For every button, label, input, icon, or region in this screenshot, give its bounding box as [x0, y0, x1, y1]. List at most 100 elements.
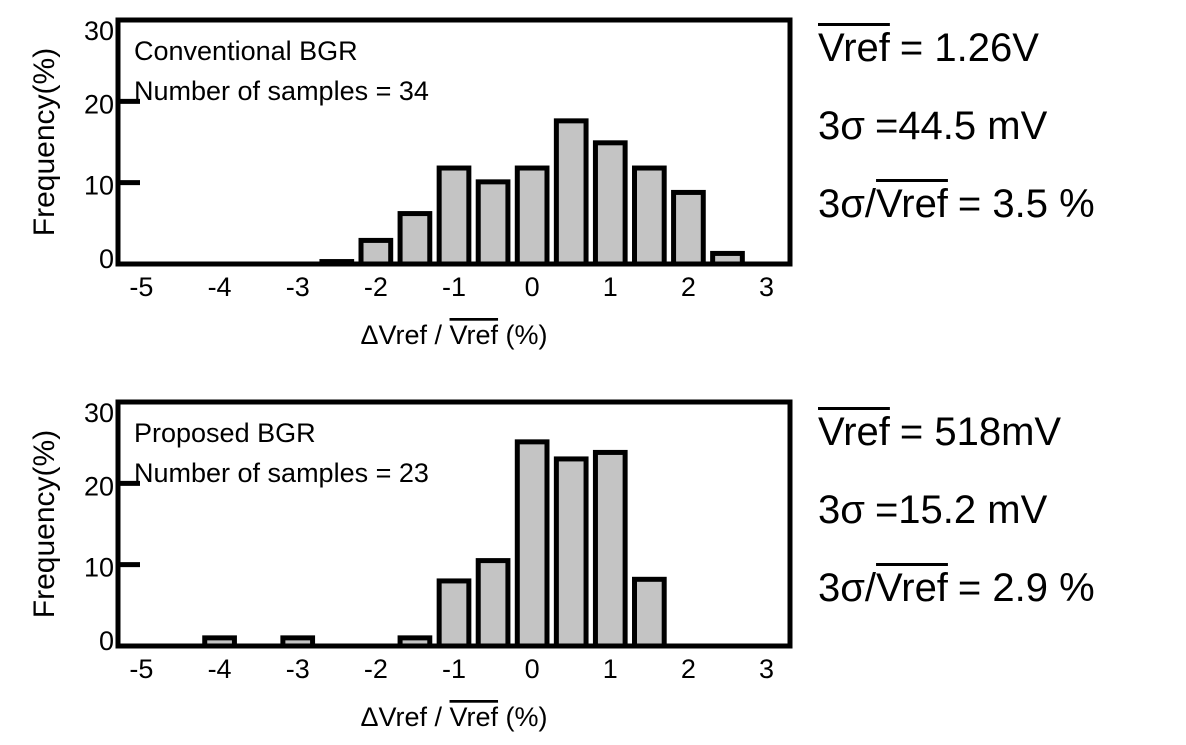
histogram-bar [632, 576, 667, 649]
x-axis-label-part: Δ [360, 702, 378, 732]
y-tick-label: 10 [84, 553, 114, 583]
stats-proposed: Vref = 518mV 3σ =15.2 mV 3σ/Vref = 2.9 % [818, 412, 1095, 646]
x-tick-label: -4 [208, 654, 232, 684]
sigma-ratio-den: Vref [876, 182, 948, 226]
three-sigma-label: 3σ [818, 104, 865, 148]
mean-vref-value: = 518mV [899, 410, 1062, 454]
x-axis-label: ΔVref / Vref (%) [360, 702, 547, 732]
x-tick-label: 0 [525, 272, 540, 302]
histogram-bar [165, 262, 196, 264]
sigma-ratio-line: 3σ/Vref = 3.5 % [818, 184, 1095, 262]
x-tick-label: -3 [286, 654, 310, 684]
x-tick-label: 2 [681, 272, 696, 302]
histogram-bar [553, 456, 589, 649]
sigma-ratio-label: 3σ/ [818, 566, 877, 610]
sigma-ratio-line: 3σ/Vref = 2.9 % [818, 568, 1095, 646]
x-axis-label-part: (%) [498, 702, 548, 732]
x-tick-label: 1 [603, 654, 618, 684]
histogram-bar [592, 449, 628, 649]
x-tick-label: -2 [364, 272, 388, 302]
y-axis-label: Frequency(%) [28, 430, 61, 618]
three-sigma-value: =15.2 mV [874, 488, 1048, 532]
mean-vref-symbol: Vref [818, 410, 890, 454]
histogram-bar [361, 644, 391, 646]
x-axis-label-part: Vref [379, 702, 428, 732]
three-sigma-label: 3σ [818, 488, 865, 532]
x-tick-label: -2 [364, 654, 388, 684]
histogram-bar [282, 262, 313, 264]
histogram-bar [592, 140, 628, 267]
mean-vref-line: Vref = 1.26V [818, 28, 1095, 106]
mean-vref-symbol: Vref [818, 26, 890, 70]
three-sigma-value: =44.5 mV [874, 104, 1048, 148]
x-axis-label-part: (%) [498, 320, 548, 350]
histogram-bar [475, 558, 511, 649]
three-sigma-line: 3σ =44.5 mV [818, 106, 1095, 184]
x-axis-label: ΔVref / Vref (%) [360, 320, 547, 350]
x-axis-label-part: Vref [450, 702, 499, 732]
x-axis-label-part: Δ [360, 320, 378, 350]
sigma-ratio-label: 3σ/ [818, 182, 877, 226]
y-tick-label: 30 [84, 16, 114, 46]
x-tick-label: 3 [759, 272, 774, 302]
x-tick-label: 3 [759, 654, 774, 684]
histogram-bar [358, 237, 394, 267]
y-tick-label: 0 [99, 626, 114, 656]
x-tick-label: -1 [442, 272, 466, 302]
x-tick-label: 1 [603, 272, 618, 302]
x-axis-label-part: / [427, 702, 450, 732]
x-tick-label: -3 [286, 272, 310, 302]
sigma-ratio-value: = 3.5 % [957, 182, 1095, 226]
histogram-bar [632, 165, 667, 267]
histogram-bar [243, 644, 274, 646]
histogram-bar [514, 439, 550, 649]
histogram-bar [126, 262, 157, 264]
histogram-bar [165, 644, 196, 646]
y-tick-label: 10 [84, 171, 114, 201]
histogram-bar [202, 635, 237, 649]
stats-conventional: Vref = 1.26V 3σ =44.5 mV 3σ/Vref = 3.5 % [818, 28, 1095, 262]
sigma-ratio-value: = 2.9 % [957, 566, 1095, 610]
three-sigma-line: 3σ =15.2 mV [818, 490, 1095, 568]
mean-vref-value: = 1.26V [899, 26, 1039, 70]
chart-title: Proposed BGR [134, 418, 316, 448]
histogram-bar [436, 165, 472, 267]
y-tick-label: 20 [84, 89, 114, 119]
histogram-bar [321, 644, 352, 646]
x-tick-label: -5 [129, 654, 153, 684]
histogram-bar [553, 118, 589, 267]
histogram-bar [126, 644, 157, 646]
y-tick-label: 0 [99, 244, 114, 274]
y-tick-label: 30 [84, 398, 114, 428]
x-axis-label-part: / [427, 320, 450, 350]
y-tick-label: 20 [84, 471, 114, 501]
chart-title: Conventional BGR [134, 36, 358, 66]
histogram-bar [397, 635, 433, 649]
histogram-bar [204, 262, 235, 264]
x-tick-label: 0 [525, 654, 540, 684]
histogram-bar [319, 259, 355, 267]
chart-subtitle: Number of samples = 34 [134, 76, 429, 106]
x-axis-label-part: Vref [450, 320, 499, 350]
histogram-bar [436, 578, 472, 649]
x-axis-label-part: Vref [379, 320, 428, 350]
x-tick-label: -5 [129, 272, 153, 302]
mean-vref-line: Vref = 518mV [818, 412, 1095, 490]
histogram-bar [280, 635, 316, 649]
histogram-bar [712, 644, 743, 646]
sigma-ratio-den: Vref [876, 566, 948, 610]
x-tick-label: -4 [208, 272, 232, 302]
y-axis-label: Frequency(%) [28, 48, 61, 236]
chart-subtitle: Number of samples = 23 [134, 458, 429, 488]
histogram-bar [710, 250, 745, 267]
histogram-bar [243, 262, 274, 264]
histogram-bar [397, 211, 433, 267]
histogram-bar [671, 189, 706, 267]
histogram-bar [751, 644, 782, 646]
histogram-bar [673, 644, 704, 646]
x-tick-label: -1 [442, 654, 466, 684]
histogram-bar [475, 179, 511, 267]
x-tick-label: 2 [681, 654, 696, 684]
